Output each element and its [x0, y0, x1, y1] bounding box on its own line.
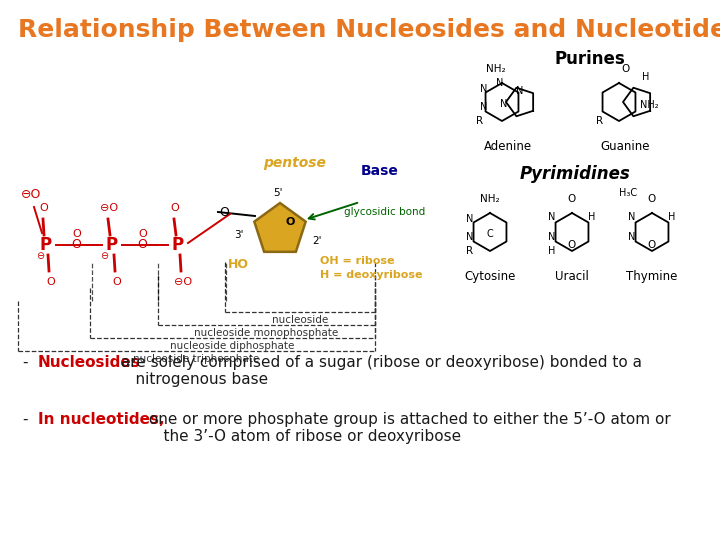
Text: O: O — [112, 277, 122, 287]
Text: glycosidic bond: glycosidic bond — [344, 207, 426, 217]
Text: H = deoxyribose: H = deoxyribose — [320, 270, 423, 280]
Text: R: R — [596, 116, 603, 126]
Text: O: O — [139, 229, 148, 239]
Text: R: R — [467, 246, 474, 256]
Text: Thymine: Thymine — [626, 270, 678, 283]
Text: H: H — [642, 72, 649, 82]
Text: P: P — [40, 236, 52, 254]
Text: N: N — [480, 102, 487, 112]
Text: O: O — [568, 240, 576, 250]
Text: ⊖O: ⊖O — [21, 188, 41, 201]
Text: N: N — [496, 78, 504, 88]
Text: 5': 5' — [274, 188, 283, 198]
Text: H₃C: H₃C — [619, 188, 637, 198]
Text: H: H — [549, 246, 556, 256]
Text: Pyrimidines: Pyrimidines — [520, 165, 631, 183]
Text: In nucleotides,: In nucleotides, — [38, 412, 165, 427]
Text: are solely comprised of a sugar (ribose or deoxyribose) bonded to a
    nitrogen: are solely comprised of a sugar (ribose … — [115, 355, 642, 387]
Text: R: R — [477, 116, 484, 126]
Text: Nucleosides: Nucleosides — [38, 355, 140, 370]
Text: O: O — [171, 203, 179, 213]
Text: O: O — [73, 229, 81, 239]
Text: Purines: Purines — [554, 50, 626, 68]
Text: 2': 2' — [312, 236, 322, 246]
Text: O: O — [40, 203, 48, 213]
Text: NH₂: NH₂ — [640, 100, 659, 110]
Text: N: N — [549, 232, 556, 242]
Text: N: N — [516, 86, 523, 96]
Text: ⊖O: ⊖O — [174, 277, 192, 287]
Text: O: O — [71, 239, 81, 252]
Text: O: O — [568, 194, 576, 204]
Text: O: O — [648, 240, 656, 250]
Text: P: P — [106, 236, 118, 254]
Text: N: N — [629, 232, 636, 242]
Text: P: P — [172, 236, 184, 254]
Text: N: N — [629, 212, 636, 222]
Text: O: O — [137, 239, 147, 252]
Text: ⊖: ⊖ — [100, 251, 108, 261]
Text: N: N — [549, 212, 556, 222]
Text: -: - — [22, 412, 27, 427]
Text: H: H — [588, 212, 595, 222]
Text: Guanine: Guanine — [600, 140, 649, 153]
Text: ⊖: ⊖ — [36, 251, 44, 261]
Text: Relationship Between Nucleosides and Nucleotides: Relationship Between Nucleosides and Nuc… — [18, 18, 720, 42]
Text: O: O — [621, 64, 629, 74]
Text: N: N — [480, 84, 487, 94]
Text: Adenine: Adenine — [484, 140, 532, 153]
Text: O: O — [648, 194, 656, 204]
Text: nucleoside diphosphate: nucleoside diphosphate — [171, 341, 294, 351]
Text: O: O — [285, 217, 294, 227]
Text: nucleoside monophosphate: nucleoside monophosphate — [194, 328, 338, 338]
Text: N: N — [467, 232, 474, 242]
Text: NH₂: NH₂ — [486, 64, 506, 74]
Text: nucleoside triphosphate: nucleoside triphosphate — [133, 354, 260, 364]
Text: pentose: pentose — [264, 156, 326, 170]
Text: ⊖O: ⊖O — [100, 203, 118, 213]
Text: O: O — [47, 277, 55, 287]
Text: Uracil: Uracil — [555, 270, 589, 283]
Text: one or more phosphate group is attached to either the 5’-O atom or
    the 3’-O : one or more phosphate group is attached … — [144, 412, 670, 444]
Text: O: O — [219, 206, 229, 219]
Text: H: H — [668, 212, 675, 222]
Text: Cytosine: Cytosine — [464, 270, 516, 283]
Text: 3': 3' — [235, 230, 244, 240]
Text: N: N — [500, 99, 508, 109]
Polygon shape — [254, 203, 306, 252]
Text: NH₂: NH₂ — [480, 194, 500, 204]
Text: OH = ribose: OH = ribose — [320, 256, 395, 266]
Text: C: C — [487, 229, 493, 239]
Text: Base: Base — [361, 164, 399, 178]
Text: -: - — [22, 355, 27, 370]
Text: HO: HO — [228, 258, 248, 271]
Text: N: N — [467, 214, 474, 224]
Text: nucleoside: nucleoside — [272, 315, 328, 325]
